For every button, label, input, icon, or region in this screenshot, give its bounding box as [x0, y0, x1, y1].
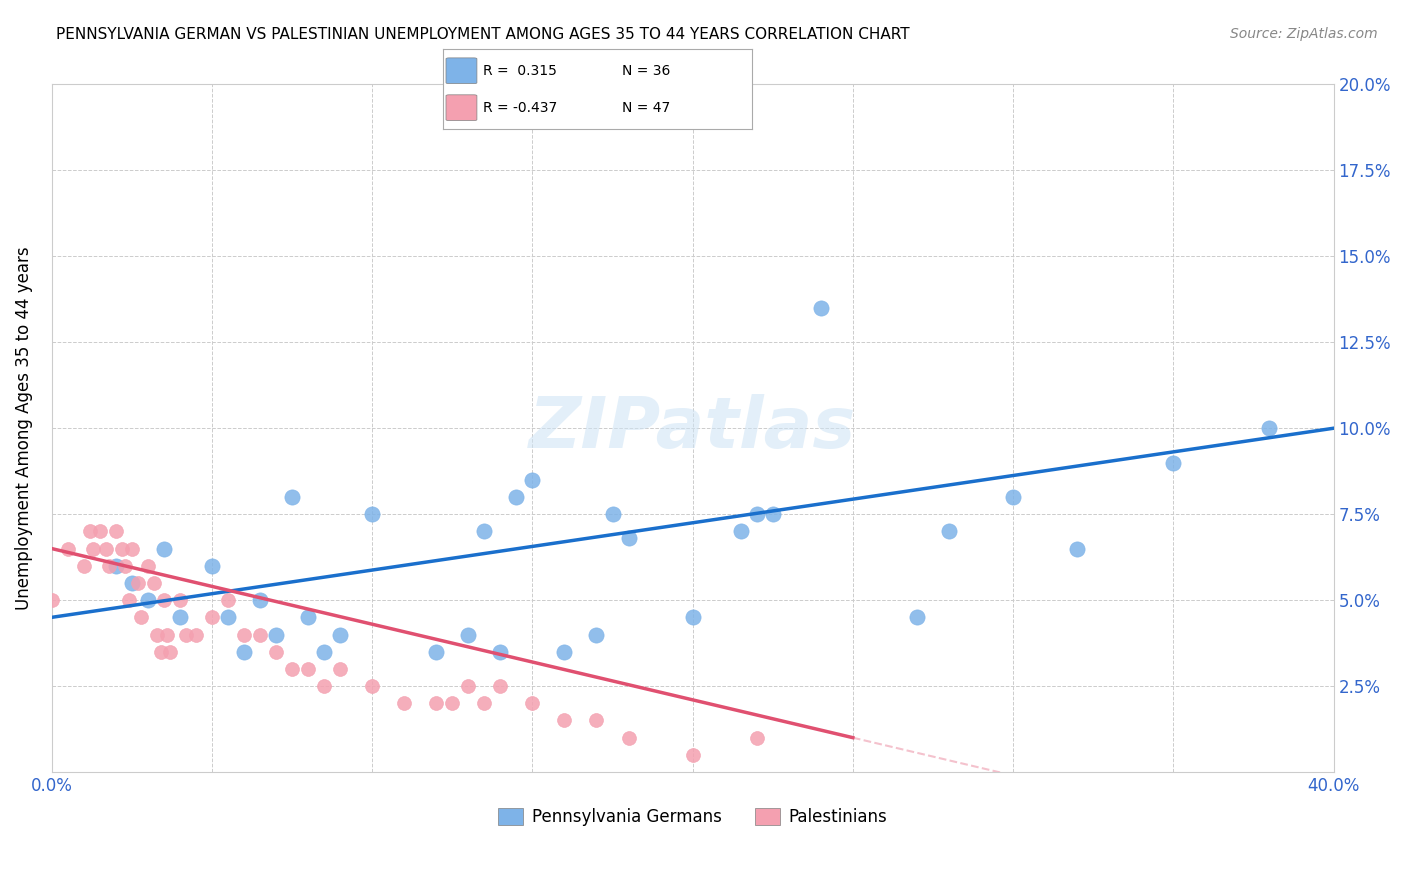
Point [143, 576, 166, 591]
Point [682, 747, 704, 762]
Point [249, 627, 271, 641]
Point [682, 610, 704, 624]
Point [1002, 490, 1025, 504]
Point [56, 541, 79, 556]
Point [938, 524, 960, 539]
Point [314, 645, 336, 659]
Text: Source: ZipAtlas.com: Source: ZipAtlas.com [1230, 27, 1378, 41]
Point [1066, 541, 1088, 556]
Point [489, 679, 512, 693]
Point [111, 541, 134, 556]
FancyBboxPatch shape [446, 95, 477, 120]
Point [361, 679, 384, 693]
Point [153, 593, 176, 607]
Point [905, 610, 928, 624]
Point [96, 541, 118, 556]
Point [522, 696, 544, 710]
Point [281, 662, 304, 676]
Point [281, 490, 304, 504]
Point [136, 593, 159, 607]
Point [425, 696, 447, 710]
Text: N = 36: N = 36 [623, 63, 671, 78]
Text: R = -0.437: R = -0.437 [484, 101, 557, 115]
Point [472, 696, 495, 710]
Point [553, 714, 575, 728]
Point [184, 627, 207, 641]
Point [176, 627, 198, 641]
Point [1161, 456, 1184, 470]
Text: R =  0.315: R = 0.315 [484, 63, 557, 78]
Point [146, 627, 169, 641]
Point [201, 610, 224, 624]
Point [249, 593, 271, 607]
Legend: Pennsylvania Germans, Palestinians: Pennsylvania Germans, Palestinians [492, 801, 894, 832]
FancyBboxPatch shape [446, 58, 477, 84]
Point [131, 610, 153, 624]
Point [153, 541, 176, 556]
Point [127, 576, 149, 591]
Point [169, 610, 191, 624]
Point [394, 696, 416, 710]
Point [585, 627, 607, 641]
Point [522, 473, 544, 487]
Point [98, 558, 121, 573]
Point [617, 531, 640, 545]
Point [118, 593, 141, 607]
Point [730, 524, 752, 539]
Point [457, 627, 479, 641]
Point [79, 524, 101, 539]
Point [82, 541, 104, 556]
Point [297, 610, 319, 624]
Point [104, 524, 127, 539]
Point [329, 627, 352, 641]
Point [156, 627, 179, 641]
Point [217, 610, 239, 624]
Point [762, 507, 785, 521]
Point [1258, 421, 1281, 435]
Point [149, 645, 172, 659]
Point [489, 645, 512, 659]
Point [745, 731, 768, 745]
Point [217, 593, 239, 607]
Point [136, 558, 159, 573]
Point [505, 490, 527, 504]
Point [617, 731, 640, 745]
Point [114, 558, 136, 573]
Point [297, 662, 319, 676]
Point [201, 558, 224, 573]
Text: N = 47: N = 47 [623, 101, 671, 115]
Point [264, 645, 287, 659]
Point [585, 714, 607, 728]
Point [169, 593, 191, 607]
Point [264, 627, 287, 641]
Point [425, 645, 447, 659]
Point [233, 645, 256, 659]
Point [457, 679, 479, 693]
Point [121, 541, 143, 556]
Point [745, 507, 768, 521]
Point [441, 696, 464, 710]
Point [329, 662, 352, 676]
Point [810, 301, 832, 315]
Point [553, 645, 575, 659]
Point [314, 679, 336, 693]
Point [121, 576, 143, 591]
Text: PENNSYLVANIA GERMAN VS PALESTINIAN UNEMPLOYMENT AMONG AGES 35 TO 44 YEARS CORREL: PENNSYLVANIA GERMAN VS PALESTINIAN UNEMP… [56, 27, 910, 42]
Point [159, 645, 181, 659]
Point [602, 507, 624, 521]
Point [41, 593, 63, 607]
Point [361, 507, 384, 521]
Point [73, 558, 96, 573]
Point [472, 524, 495, 539]
Point [89, 524, 111, 539]
Point [233, 627, 256, 641]
Text: ZIPatlas: ZIPatlas [529, 393, 856, 463]
Point [104, 558, 127, 573]
Y-axis label: Unemployment Among Ages 35 to 44 years: Unemployment Among Ages 35 to 44 years [15, 246, 32, 610]
